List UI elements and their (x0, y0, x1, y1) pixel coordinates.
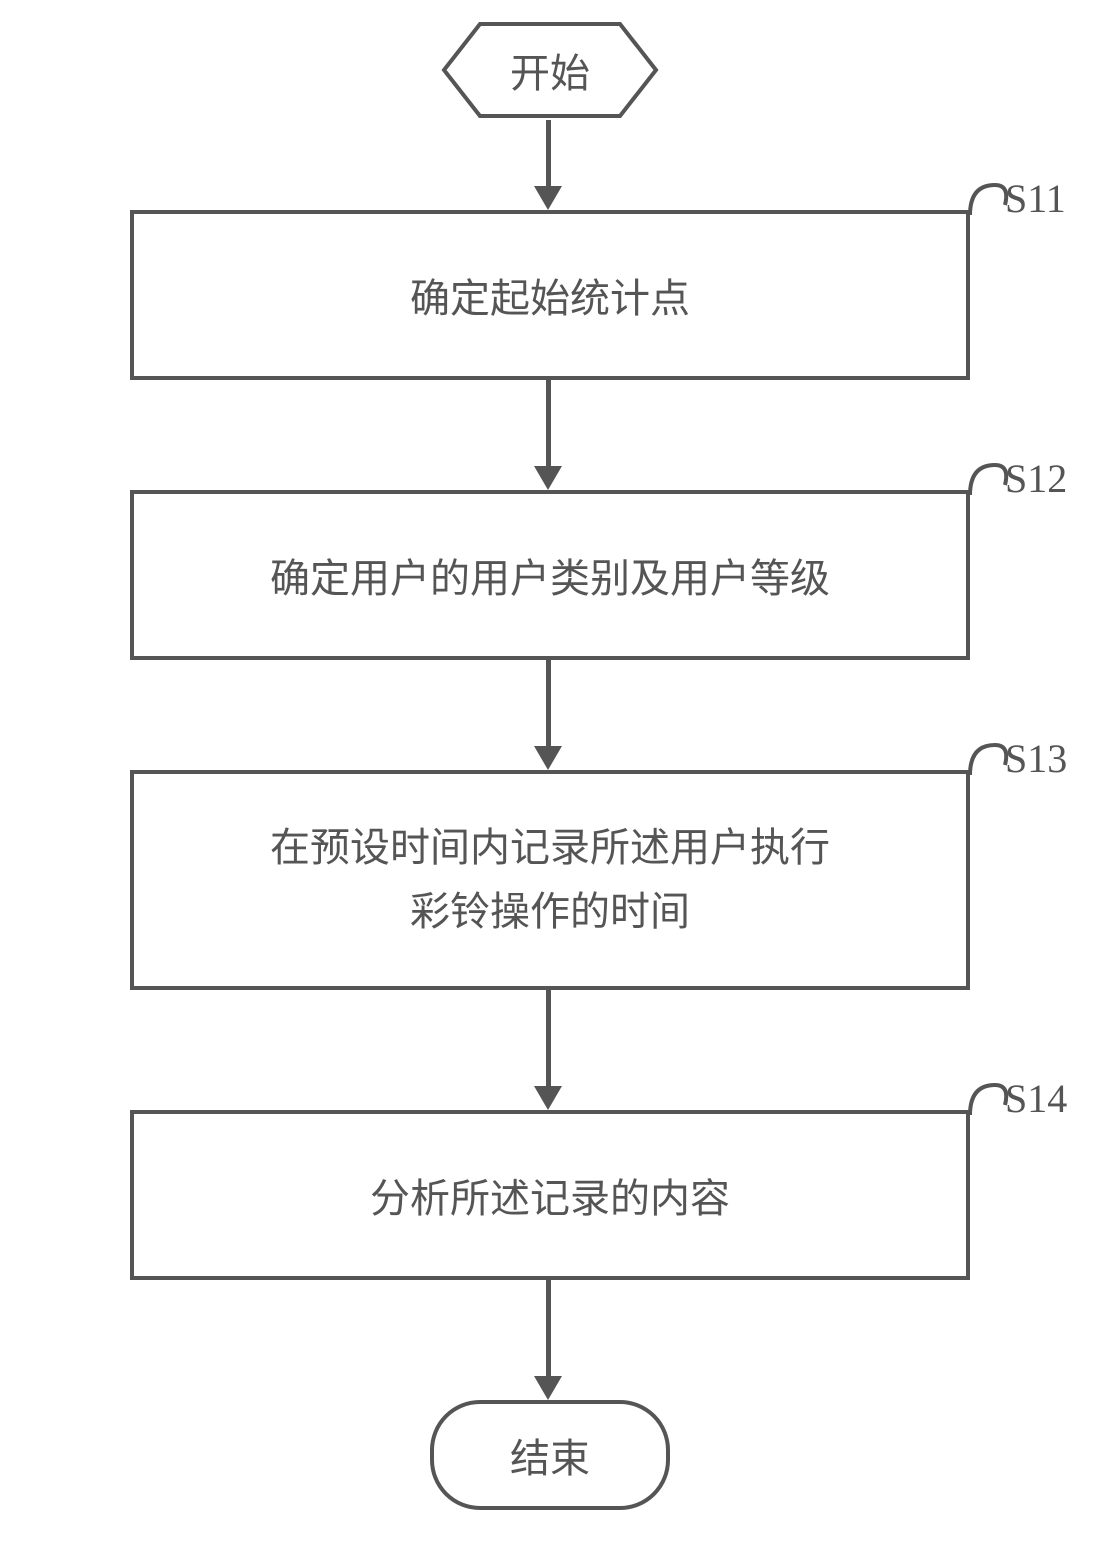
edge-s11-s12 (546, 380, 551, 466)
s12-text: 确定用户的用户类别及用户等级 (270, 546, 830, 604)
s14-text: 分析所述记录的内容 (370, 1166, 730, 1224)
s11-node: 确定起始统计点 (130, 210, 970, 380)
arrowhead-4 (534, 1086, 562, 1110)
edge-s12-s13 (546, 660, 551, 746)
arrowhead-1 (534, 186, 562, 210)
edge-start-s11 (546, 120, 551, 186)
s13-label: S13 (1005, 735, 1067, 782)
s12-label: S12 (1005, 455, 1067, 502)
flowchart-container: 开始 确定起始统计点 S11 确定用户的用户类别及用户等级 S12 在预设时间内… (0, 0, 1099, 1548)
end-text: 结束 (510, 1426, 590, 1484)
edge-s14-end (546, 1280, 551, 1376)
arrowhead-5 (534, 1376, 562, 1400)
arrowhead-3 (534, 746, 562, 770)
end-node: 结束 (430, 1400, 670, 1510)
s12-node: 确定用户的用户类别及用户等级 (130, 490, 970, 660)
s14-node: 分析所述记录的内容 (130, 1110, 970, 1280)
s14-label: S14 (1005, 1075, 1067, 1122)
s13-text: 在预设时间内记录所述用户执行 彩铃操作的时间 (270, 816, 830, 944)
s13-node: 在预设时间内记录所述用户执行 彩铃操作的时间 (130, 770, 970, 990)
s11-text: 确定起始统计点 (410, 266, 690, 324)
s11-label: S11 (1005, 175, 1066, 222)
start-node: 开始 (440, 20, 660, 120)
start-text: 开始 (510, 41, 590, 99)
edge-s13-s14 (546, 990, 551, 1086)
arrowhead-2 (534, 466, 562, 490)
